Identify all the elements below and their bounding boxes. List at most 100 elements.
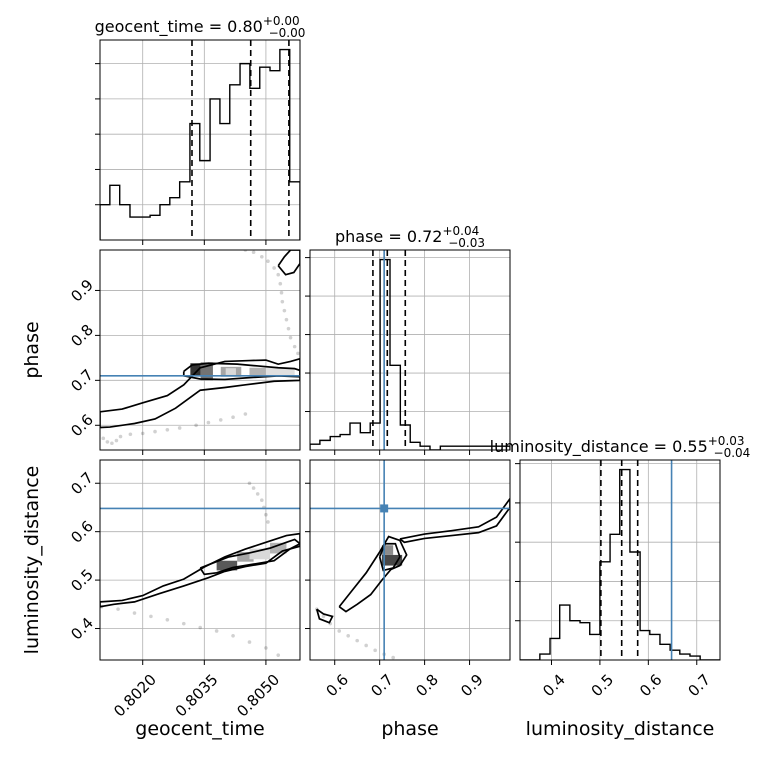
sample-point [264,512,268,517]
panel-content [310,460,510,660]
sample-point [280,299,285,304]
density-contour [100,357,300,429]
sample-point [279,290,284,295]
density-contour [378,542,401,572]
panel-content [100,40,300,240]
title-main: geocent_time = 0.80 [95,17,263,37]
sample-point [105,440,110,444]
title-lower-error: −0.03 [448,236,485,250]
sample-point [251,486,256,490]
title-lower-error: −0.00 [269,26,306,40]
sample-point [118,434,123,439]
sample-point [266,520,270,524]
density-cell [237,552,254,562]
panel-frame [99,39,301,241]
x-tick-label: 0.8035 [172,671,222,721]
panel-geocent_time-vs-luminosity_distance: 0.8020 0.8035 0.8050 0.4 0.5 0.6 0.7 [67,459,301,721]
x-axis-label-phase: phase [381,718,438,740]
sample-point [247,481,252,486]
density-contour [277,250,300,276]
sample-point [282,308,287,313]
sample-point [276,653,281,657]
title-upper-error: +0.04 [442,224,479,238]
sample-point [194,423,198,428]
panel-frame [519,459,721,661]
y-tick-label: 0.7 [67,469,97,499]
sample-point [260,254,264,259]
sample-point [177,426,182,430]
sample-point [165,427,170,432]
x-tick-label: 0.7 [367,671,397,701]
density-cell [225,368,236,375]
truth-marker [380,504,389,513]
sample-point [116,607,120,611]
y-axis-label-luminosity_distance: luminosity_distance [21,466,43,655]
title-upper-error: +0.00 [263,14,300,28]
panel-content [310,250,510,450]
sample-point [260,498,264,502]
hist-panel-geocent_time [95,39,301,245]
panel-frame [99,249,301,451]
sample-point [149,614,153,619]
sample-point [288,335,293,340]
x-axis-label-luminosity_distance: luminosity_distance [526,718,715,740]
sample-point [364,643,368,648]
panel-title-phase: phase = 0.72+0.04 −0.03 [335,224,485,250]
histogram-step-phase [310,258,510,450]
sample-point [355,638,359,643]
sample-point [140,431,145,436]
sample-point [114,438,119,443]
sample-point [272,266,276,270]
panel-title-geocent_time: geocent_time = 0.80+0.00 −0.00 [95,14,306,40]
y-tick-label: 0.8 [67,321,97,351]
x-tick-label: 0.4 [539,671,569,701]
panel-content [100,460,300,660]
x-tick-label: 0.8050 [233,671,283,721]
density-cell [270,542,287,554]
x-tick-label: 0.9 [457,671,487,701]
y-tick-label: 0.6 [67,517,97,547]
sample-point [165,618,170,622]
y-tick-label: 0.6 [67,411,97,441]
density-contour [199,538,300,576]
sample-point [181,621,186,626]
y-axis-label-phase: phase [21,321,43,378]
panel-frame [99,459,301,661]
hist-panel-phase [305,249,511,455]
sample-point [231,415,235,419]
title-main: luminosity_distance = 0.55 [490,437,708,457]
panel-content [520,460,720,660]
x-tick-label: 0.5 [588,671,618,701]
sample-point [218,418,223,422]
sample-point [266,259,270,264]
x-tick-label: 0.6 [636,671,666,701]
sample-point [243,412,248,416]
x-tick-label: 0.8020 [110,671,160,721]
sample-point [128,432,133,437]
sample-point [251,250,256,255]
sample-point [255,492,260,496]
y-tick-label: 0.5 [67,565,97,595]
sample-point [346,633,351,638]
sample-point [198,625,203,630]
sample-point [153,429,157,434]
panel-geocent_time-vs-phase: 0.6 0.7 0.8 0.9 [67,249,301,455]
sample-point [206,420,211,425]
sample-point [264,646,268,650]
density-contour [399,497,510,544]
panel-phase-vs-luminosity_distance: 0.6 0.7 0.8 0.9 [305,459,511,701]
sample-point [286,326,291,331]
histogram-step-luminosity_distance [520,468,720,660]
density-cell [216,560,238,571]
sample-point [214,629,219,633]
hist-panel-luminosity_distance: 0.4 0.5 0.6 0.7 [515,459,721,701]
title-main: phase = 0.72 [335,227,442,246]
panel-frame [309,249,511,451]
sample-point [247,640,252,644]
histogram-step-geocent_time [100,48,300,240]
density-cell [249,367,266,376]
sample-point [278,281,283,286]
title-lower-error: −0.04 [714,446,751,460]
x-tick-label: 0.7 [684,671,714,701]
